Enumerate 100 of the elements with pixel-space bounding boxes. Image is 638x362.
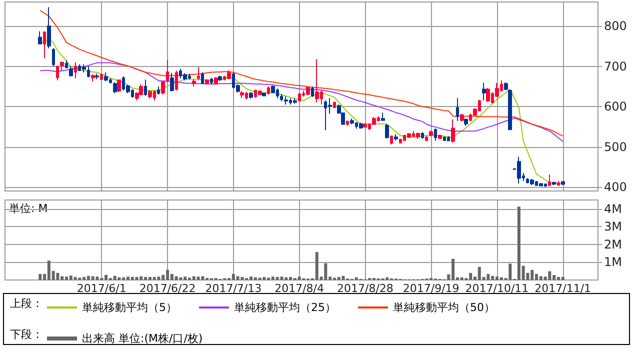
- candlestick: [346, 120, 349, 126]
- candlestick: [201, 72, 204, 85]
- bar: [298, 276, 301, 280]
- candlestick: [333, 101, 336, 109]
- line-series: [40, 62, 564, 142]
- candlestick: [258, 90, 262, 96]
- x-tick-label: 2017/9/19: [402, 282, 460, 295]
- bar: [140, 276, 143, 280]
- candlestick: [210, 78, 213, 85]
- bar: [113, 276, 116, 280]
- candlestick: [298, 92, 301, 102]
- y-tick-label: 700: [604, 59, 627, 74]
- candlestick: [47, 6, 51, 49]
- candlestick: [197, 66, 200, 81]
- candlestick: [157, 86, 160, 95]
- candlestick: [144, 79, 147, 96]
- candlestick: [113, 82, 117, 94]
- candlestick: [262, 92, 266, 97]
- candlestick: [271, 85, 275, 94]
- candlestick: [249, 92, 253, 100]
- bar: [96, 276, 99, 280]
- candlestick: [56, 66, 59, 81]
- line-series: [40, 10, 564, 136]
- legend-label: 単純移動平均（25）: [234, 301, 336, 314]
- candlestick: [421, 132, 424, 140]
- bar: [240, 276, 244, 280]
- candlestick: [166, 59, 169, 83]
- bar: [174, 276, 178, 280]
- candlestick: [91, 74, 95, 82]
- bar: [276, 276, 279, 280]
- candlestick: [363, 122, 367, 128]
- bar: [56, 272, 60, 280]
- candlestick: [350, 118, 354, 125]
- candlestick: [38, 30, 42, 45]
- candlestick: [394, 134, 398, 141]
- y-tick-label: 400: [604, 180, 627, 194]
- x-tick-label: 2017/10/11: [465, 282, 529, 295]
- candlestick: [381, 112, 385, 122]
- x-tick-label: 2017/11/1: [534, 282, 592, 295]
- bar: [91, 276, 94, 280]
- bar: [508, 264, 512, 280]
- candlestick: [460, 113, 464, 122]
- candlestick: [548, 174, 551, 187]
- bar: [157, 276, 160, 280]
- candlestick: [43, 30, 46, 59]
- bar: [179, 277, 182, 280]
- candlestick: [451, 118, 455, 144]
- bar: [337, 276, 340, 280]
- candlestick: [456, 98, 459, 122]
- candlestick: [192, 79, 196, 87]
- bar: [135, 276, 138, 280]
- candlestick: [175, 70, 178, 91]
- candlestick: [170, 72, 174, 92]
- candlestick: [227, 70, 231, 80]
- candlestick: [87, 66, 90, 78]
- bar: [38, 274, 42, 280]
- candlestick: [464, 118, 468, 126]
- bar: [324, 263, 328, 280]
- legend-label: 出来高 単位:(M株/口/枚): [82, 332, 203, 345]
- candlestick: [293, 98, 297, 104]
- candlestick: [434, 128, 437, 142]
- candlestick: [65, 60, 68, 69]
- candlestick: [438, 134, 442, 140]
- y-tick-label: 2M: [604, 237, 622, 252]
- candlestick: [486, 88, 490, 102]
- candlestick: [95, 73, 99, 80]
- y-tick-label: 3M: [604, 220, 622, 234]
- y-tick-label: 800: [604, 19, 627, 34]
- candlestick: [359, 122, 363, 130]
- candlestick: [161, 81, 165, 95]
- candlestick: [82, 64, 86, 73]
- bar: [561, 276, 564, 280]
- candlestick: [311, 86, 314, 98]
- x-tick-label: 2017/8/4: [274, 282, 324, 295]
- candlestick: [517, 156, 521, 184]
- candlestick: [214, 76, 218, 85]
- y-tick-label: 600: [604, 100, 627, 114]
- x-tick-label: 2017/6/1: [76, 282, 126, 295]
- bar: [74, 276, 77, 280]
- candlestick: [148, 90, 152, 100]
- candlestick: [447, 136, 450, 142]
- y-tick-label: 500: [604, 140, 627, 154]
- candlestick: [240, 90, 244, 99]
- bar: [386, 277, 389, 280]
- candlestick: [390, 135, 393, 145]
- candlestick: [60, 61, 64, 71]
- bar: [152, 276, 156, 280]
- y-tick-label: 1M: [604, 255, 622, 270]
- candlestick: [52, 48, 55, 67]
- x-tick-label: 2017/6/22: [139, 282, 196, 295]
- candlestick: [205, 78, 209, 85]
- candlestick: [399, 138, 402, 144]
- line-series: [40, 38, 564, 184]
- candlestick: [104, 72, 108, 82]
- candlestick: [429, 130, 433, 137]
- candlestick: [425, 136, 428, 142]
- candlestick: [183, 72, 187, 81]
- candlestick: [315, 58, 319, 104]
- candlestick: [69, 66, 73, 77]
- bar: [262, 276, 266, 280]
